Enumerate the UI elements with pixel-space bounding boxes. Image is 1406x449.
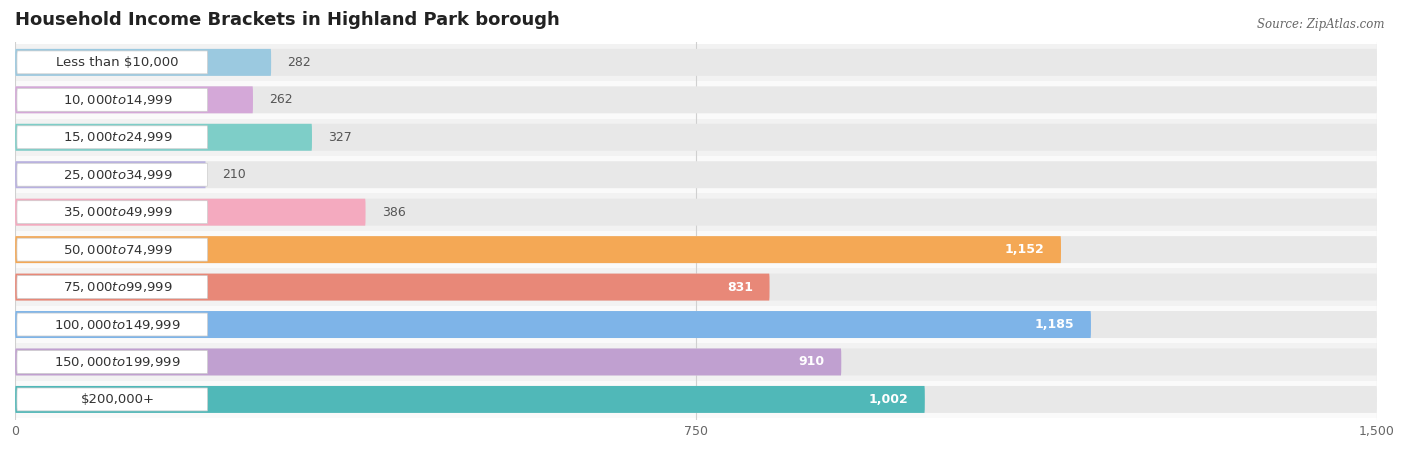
FancyBboxPatch shape [17, 88, 208, 111]
FancyBboxPatch shape [17, 388, 208, 411]
FancyBboxPatch shape [15, 86, 253, 113]
Text: Household Income Brackets in Highland Park borough: Household Income Brackets in Highland Pa… [15, 11, 560, 29]
Text: $150,000 to $199,999: $150,000 to $199,999 [55, 355, 181, 369]
FancyBboxPatch shape [15, 49, 271, 76]
Text: $35,000 to $49,999: $35,000 to $49,999 [63, 205, 173, 219]
FancyBboxPatch shape [17, 51, 208, 74]
FancyBboxPatch shape [15, 236, 1376, 263]
FancyBboxPatch shape [15, 273, 1376, 300]
Text: 210: 210 [222, 168, 246, 181]
Text: 1,185: 1,185 [1035, 318, 1074, 331]
Bar [15, 156, 1376, 194]
FancyBboxPatch shape [17, 126, 208, 149]
FancyBboxPatch shape [15, 311, 1091, 338]
Text: $50,000 to $74,999: $50,000 to $74,999 [63, 242, 173, 257]
Bar [15, 343, 1376, 381]
Text: $25,000 to $34,999: $25,000 to $34,999 [63, 168, 173, 182]
Text: 327: 327 [329, 131, 352, 144]
Text: 1,002: 1,002 [869, 393, 908, 406]
FancyBboxPatch shape [17, 201, 208, 224]
FancyBboxPatch shape [17, 313, 208, 336]
FancyBboxPatch shape [15, 236, 1062, 263]
Bar [15, 119, 1376, 156]
FancyBboxPatch shape [17, 163, 208, 186]
FancyBboxPatch shape [15, 49, 1376, 76]
Text: Less than $10,000: Less than $10,000 [56, 56, 179, 69]
FancyBboxPatch shape [15, 124, 1376, 151]
FancyBboxPatch shape [15, 348, 1376, 375]
FancyBboxPatch shape [15, 199, 1376, 226]
Text: 386: 386 [382, 206, 406, 219]
Bar [15, 81, 1376, 119]
FancyBboxPatch shape [15, 348, 841, 375]
Text: 282: 282 [287, 56, 311, 69]
Bar [15, 306, 1376, 343]
FancyBboxPatch shape [15, 273, 769, 300]
FancyBboxPatch shape [17, 351, 208, 374]
Text: $200,000+: $200,000+ [80, 393, 155, 406]
Text: 262: 262 [270, 93, 292, 106]
FancyBboxPatch shape [15, 311, 1376, 338]
FancyBboxPatch shape [15, 199, 366, 226]
Bar [15, 44, 1376, 81]
Text: Source: ZipAtlas.com: Source: ZipAtlas.com [1257, 18, 1385, 31]
Text: 831: 831 [727, 281, 754, 294]
FancyBboxPatch shape [15, 124, 312, 151]
FancyBboxPatch shape [15, 386, 1376, 413]
FancyBboxPatch shape [17, 238, 208, 261]
Text: $10,000 to $14,999: $10,000 to $14,999 [63, 93, 173, 107]
Text: 1,152: 1,152 [1005, 243, 1045, 256]
Text: $100,000 to $149,999: $100,000 to $149,999 [55, 317, 181, 331]
FancyBboxPatch shape [15, 161, 205, 188]
FancyBboxPatch shape [17, 276, 208, 299]
Text: $75,000 to $99,999: $75,000 to $99,999 [63, 280, 173, 294]
FancyBboxPatch shape [15, 161, 1376, 188]
Text: $15,000 to $24,999: $15,000 to $24,999 [63, 130, 173, 144]
Bar [15, 269, 1376, 306]
FancyBboxPatch shape [15, 86, 1376, 113]
Bar [15, 381, 1376, 418]
Bar [15, 194, 1376, 231]
FancyBboxPatch shape [15, 386, 925, 413]
Text: 910: 910 [799, 356, 825, 369]
Bar [15, 231, 1376, 269]
